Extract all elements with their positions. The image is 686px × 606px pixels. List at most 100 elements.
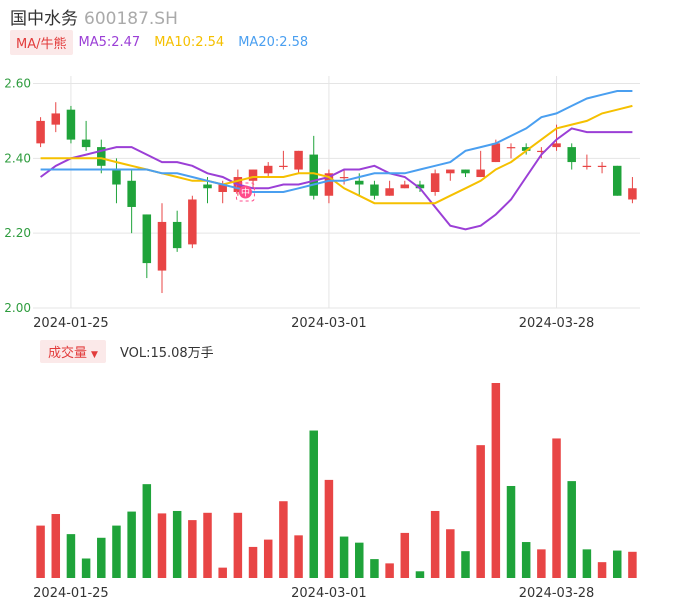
candle bbox=[461, 169, 470, 178]
candle-body bbox=[172, 221, 182, 249]
x-tick-label: 2024-03-28 bbox=[519, 586, 595, 601]
candlestick-series bbox=[36, 102, 637, 294]
volume-bar bbox=[112, 525, 121, 578]
candle-body bbox=[446, 169, 455, 174]
candle-body bbox=[521, 147, 531, 151]
candle bbox=[66, 105, 76, 144]
candle bbox=[628, 177, 637, 204]
candle-body bbox=[385, 188, 394, 196]
candle bbox=[97, 139, 106, 174]
ma20-legend-label: MA20:2.58 bbox=[238, 34, 309, 50]
ma10-legend-label: MA10:2.54 bbox=[154, 34, 225, 50]
volume-bar bbox=[233, 512, 243, 578]
candle-body bbox=[309, 154, 318, 196]
candle bbox=[612, 165, 622, 196]
candle bbox=[324, 169, 334, 204]
ma-toggle-button[interactable]: MA/牛熊 bbox=[10, 29, 73, 55]
stock-code: 600187.SH bbox=[84, 9, 178, 29]
volume-bar bbox=[51, 514, 61, 578]
candle bbox=[127, 169, 136, 234]
candle-body bbox=[188, 199, 197, 245]
volume-bar bbox=[294, 535, 303, 578]
volume-bar bbox=[324, 479, 334, 578]
volume-bar bbox=[582, 549, 592, 578]
stock-title: 国中水务 600187.SH bbox=[10, 4, 178, 29]
candle-body bbox=[582, 165, 592, 168]
event-marker-icon bbox=[238, 185, 252, 199]
volume-toggle-button[interactable]: 成交量 ▼ bbox=[40, 339, 106, 363]
candle-body bbox=[218, 184, 227, 192]
candle-body bbox=[612, 165, 622, 196]
volume-bar bbox=[203, 512, 212, 578]
candle bbox=[81, 120, 91, 151]
candle-body bbox=[370, 184, 379, 196]
candle bbox=[476, 150, 485, 178]
volume-bar bbox=[36, 525, 45, 578]
candle-body bbox=[112, 169, 121, 185]
candle bbox=[279, 150, 288, 170]
x-tick-label: 2024-03-28 bbox=[519, 316, 595, 331]
ma20-line bbox=[40, 90, 633, 193]
candle-body bbox=[597, 165, 607, 168]
volume-value-label: VOL:15.08万手 bbox=[119, 345, 214, 361]
volume-bar bbox=[491, 383, 501, 578]
volume-bar bbox=[263, 539, 273, 578]
volume-toggle-label: 成交量 bbox=[48, 345, 88, 361]
candle-body bbox=[400, 184, 410, 189]
volume-bar bbox=[81, 558, 91, 578]
volume-bar bbox=[597, 562, 607, 578]
price-date-axis: 2024-01-25 2024-03-01 2024-03-28 bbox=[33, 316, 594, 331]
volume-bar bbox=[521, 542, 531, 578]
candle-body bbox=[203, 184, 212, 189]
volume-bar bbox=[628, 551, 637, 578]
candle-body bbox=[491, 143, 501, 163]
candle-body bbox=[324, 173, 334, 196]
volume-bar bbox=[97, 537, 106, 578]
y-tick-label: 2.20 bbox=[4, 226, 31, 240]
candle-body bbox=[415, 184, 425, 189]
candle-body bbox=[628, 188, 637, 200]
volume-bar bbox=[446, 529, 455, 578]
candle bbox=[430, 169, 440, 196]
y-tick-label: 2.40 bbox=[4, 151, 31, 165]
candle bbox=[263, 162, 273, 178]
volume-legend: 成交量 ▼ VOL:15.08万手 bbox=[40, 339, 214, 363]
candle-body bbox=[127, 180, 136, 207]
volume-bar bbox=[552, 438, 561, 578]
candle-body bbox=[339, 177, 349, 179]
dropdown-arrow-icon: ▼ bbox=[91, 349, 98, 360]
volume-bar bbox=[476, 445, 485, 578]
volume-bar bbox=[567, 481, 576, 578]
x-tick-label: 2024-01-25 bbox=[33, 586, 109, 601]
candle bbox=[36, 117, 45, 148]
volume-bar bbox=[385, 563, 394, 578]
moving-average-lines bbox=[40, 90, 633, 231]
candle bbox=[370, 180, 379, 200]
candle-body bbox=[66, 109, 76, 140]
candle bbox=[309, 135, 318, 200]
candle bbox=[597, 162, 607, 174]
volume-bar bbox=[415, 571, 425, 578]
candle bbox=[294, 150, 303, 174]
volume-bar bbox=[461, 551, 470, 578]
volume-bar bbox=[430, 510, 440, 578]
candle-body bbox=[476, 169, 485, 178]
volume-date-axis: 2024-01-25 2024-03-01 2024-03-28 bbox=[33, 586, 594, 601]
candle bbox=[51, 102, 61, 133]
price-axis-ticks: 2.00 2.20 2.40 2.60 bbox=[4, 76, 31, 315]
ma5-legend-label: MA5:2.47 bbox=[78, 34, 141, 50]
candle bbox=[112, 158, 121, 204]
price-grid bbox=[33, 76, 640, 309]
volume-bar bbox=[309, 430, 318, 578]
event-marker-frame bbox=[235, 182, 255, 202]
candle bbox=[385, 180, 394, 196]
candle bbox=[157, 203, 167, 294]
candle-body bbox=[248, 169, 258, 181]
candle bbox=[537, 147, 546, 159]
candle bbox=[506, 143, 516, 159]
candle bbox=[582, 154, 592, 170]
candle-body bbox=[36, 120, 45, 144]
ma10-line bbox=[40, 104, 633, 205]
event-marker-label: 中 bbox=[241, 187, 250, 199]
volume-bar bbox=[612, 550, 622, 578]
